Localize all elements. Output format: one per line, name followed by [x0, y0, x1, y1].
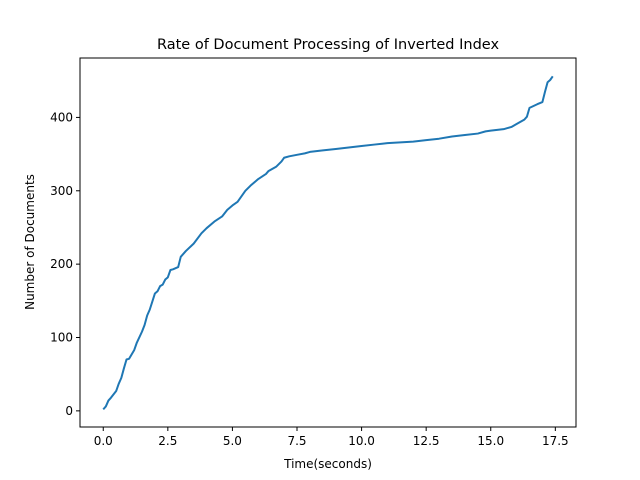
y-axis: 0 100 200 300 400 — [50, 110, 80, 418]
x-tick-label: 17.5 — [542, 434, 569, 448]
x-tick-label: 10.0 — [348, 434, 375, 448]
y-tick-label: 0 — [65, 404, 73, 418]
plot-area-frame — [79, 57, 577, 428]
x-tick-label: 2.5 — [158, 434, 177, 448]
series-line — [102, 75, 554, 411]
x-tick-label: 0.0 — [94, 434, 113, 448]
x-tick-label: 12.5 — [413, 434, 440, 448]
y-tick-label: 100 — [50, 331, 73, 345]
y-tick-label: 300 — [50, 184, 73, 198]
x-axis: 0.0 2.5 5.0 7.5 10.0 12.5 15.0 17.5 — [94, 427, 569, 448]
x-tick-label: 7.5 — [287, 434, 306, 448]
x-axis-label: Time(seconds) — [283, 457, 372, 471]
y-axis-label: Number of Documents — [23, 174, 37, 310]
x-tick-label: 5.0 — [223, 434, 242, 448]
y-tick-label: 200 — [50, 257, 73, 271]
y-tick-label: 400 — [50, 110, 73, 124]
chart-title: Rate of Document Processing of Inverted … — [157, 37, 499, 53]
x-tick-label: 15.0 — [477, 434, 504, 448]
